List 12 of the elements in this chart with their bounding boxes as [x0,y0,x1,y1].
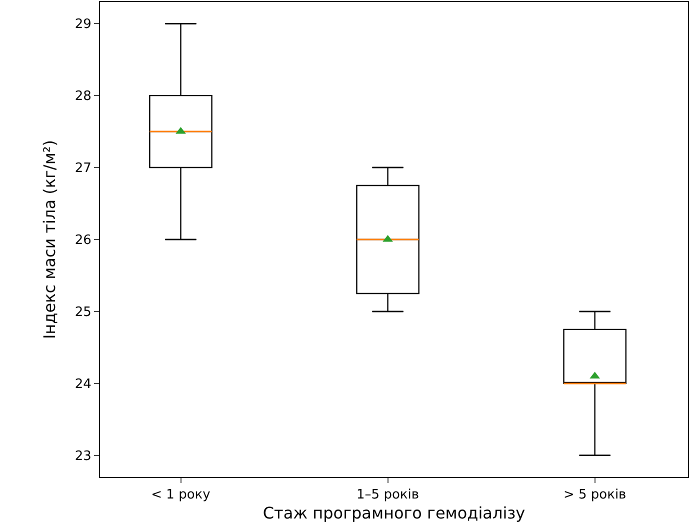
y-tick-label: 27 [74,161,92,176]
y-tick-label: 26 [74,233,92,248]
x-tick-label: < 1 року [151,488,211,503]
y-tick-label: 25 [74,305,92,320]
x-axis-title: Стаж програмного гемодіалізу [262,503,526,522]
x-tick-label: 1–5 років [356,488,420,503]
y-tick-label: 24 [74,376,92,392]
x-tick-label: > 5 років [563,488,626,503]
y-tick-label: 23 [74,448,92,464]
y-axis-title: Індекс маси тіла (кг/м²) [40,140,59,340]
y-tick-label: 29 [74,17,92,32]
y-tick-label: 28 [74,89,92,104]
